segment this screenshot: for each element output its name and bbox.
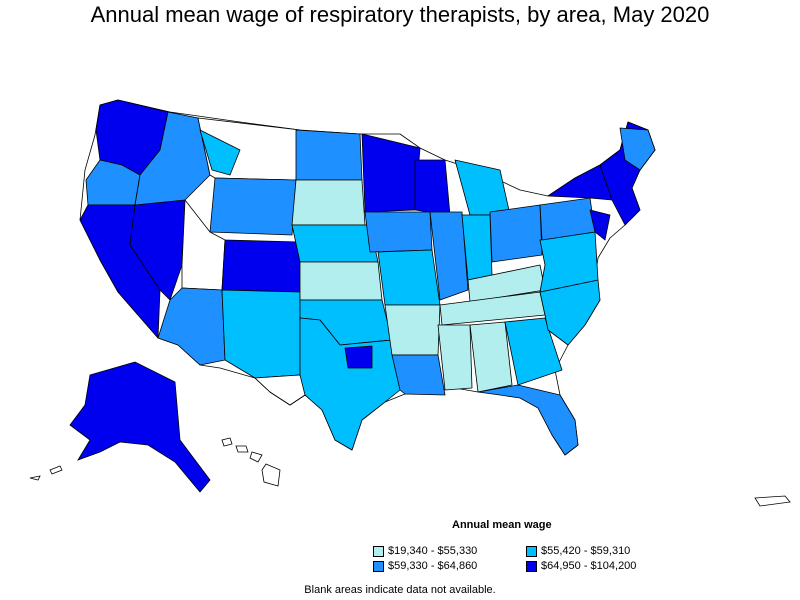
- region-florida: [477, 384, 579, 456]
- region-new-mexico: [221, 289, 301, 379]
- region-wyoming: [209, 177, 297, 236]
- region-alaska-aleutians: [29, 465, 63, 481]
- legend-item-2: $55,420 - $59,310: [526, 545, 630, 557]
- region-mississippi: [437, 324, 473, 391]
- region-alabama: [469, 321, 513, 393]
- legend-swatch-4: [526, 560, 537, 572]
- region-carolinas: [539, 279, 601, 346]
- region-puerto-rico: [754, 495, 791, 507]
- region-georgia: [504, 317, 563, 386]
- legend-item-3: $59,330 - $64,860: [373, 560, 477, 572]
- region-iowa: [364, 211, 433, 253]
- region-kansas: [299, 261, 383, 301]
- region-hawaii: [221, 437, 281, 487]
- region-alaska: [69, 361, 211, 493]
- region-nebraska: [291, 224, 379, 263]
- region-minnesota: [361, 133, 421, 213]
- region-west-texas: [254, 374, 306, 406]
- legend-label-3: $59,330 - $64,860: [388, 560, 478, 572]
- legend-label-4: $64,950 - $104,200: [541, 560, 637, 572]
- legend-label-1: $19,340 - $55,330: [388, 545, 478, 557]
- region-dallas: [344, 345, 373, 369]
- region-maine: [619, 127, 656, 171]
- region-colorado: [221, 239, 301, 293]
- region-ohio: [489, 204, 543, 263]
- region-wisconsin: [414, 159, 451, 216]
- region-illinois: [429, 211, 469, 301]
- legend-item-4: $64,950 - $104,200: [526, 560, 636, 572]
- region-south-dakota: [291, 179, 366, 226]
- map-title: Annual mean wage of respiratory therapis…: [90, 2, 710, 27]
- region-missouri: [377, 249, 441, 306]
- legend-label-2: $55,420 - $59,310: [541, 545, 631, 557]
- region-north-dakota: [295, 129, 363, 181]
- legend-title: Annual mean wage: [452, 519, 552, 531]
- region-arkansas: [384, 304, 441, 356]
- legend-swatch-2: [526, 545, 537, 557]
- region-louisiana: [391, 354, 446, 396]
- region-mid-atlantic: [589, 209, 611, 241]
- region-montana-west: [199, 129, 241, 176]
- footnote: Blank areas indicate data not available.: [304, 584, 496, 596]
- legend-item-1: $19,340 - $55,330: [373, 545, 477, 557]
- legend-swatch-1: [373, 545, 384, 557]
- region-arizona: [157, 287, 226, 366]
- legend-swatch-3: [373, 560, 384, 572]
